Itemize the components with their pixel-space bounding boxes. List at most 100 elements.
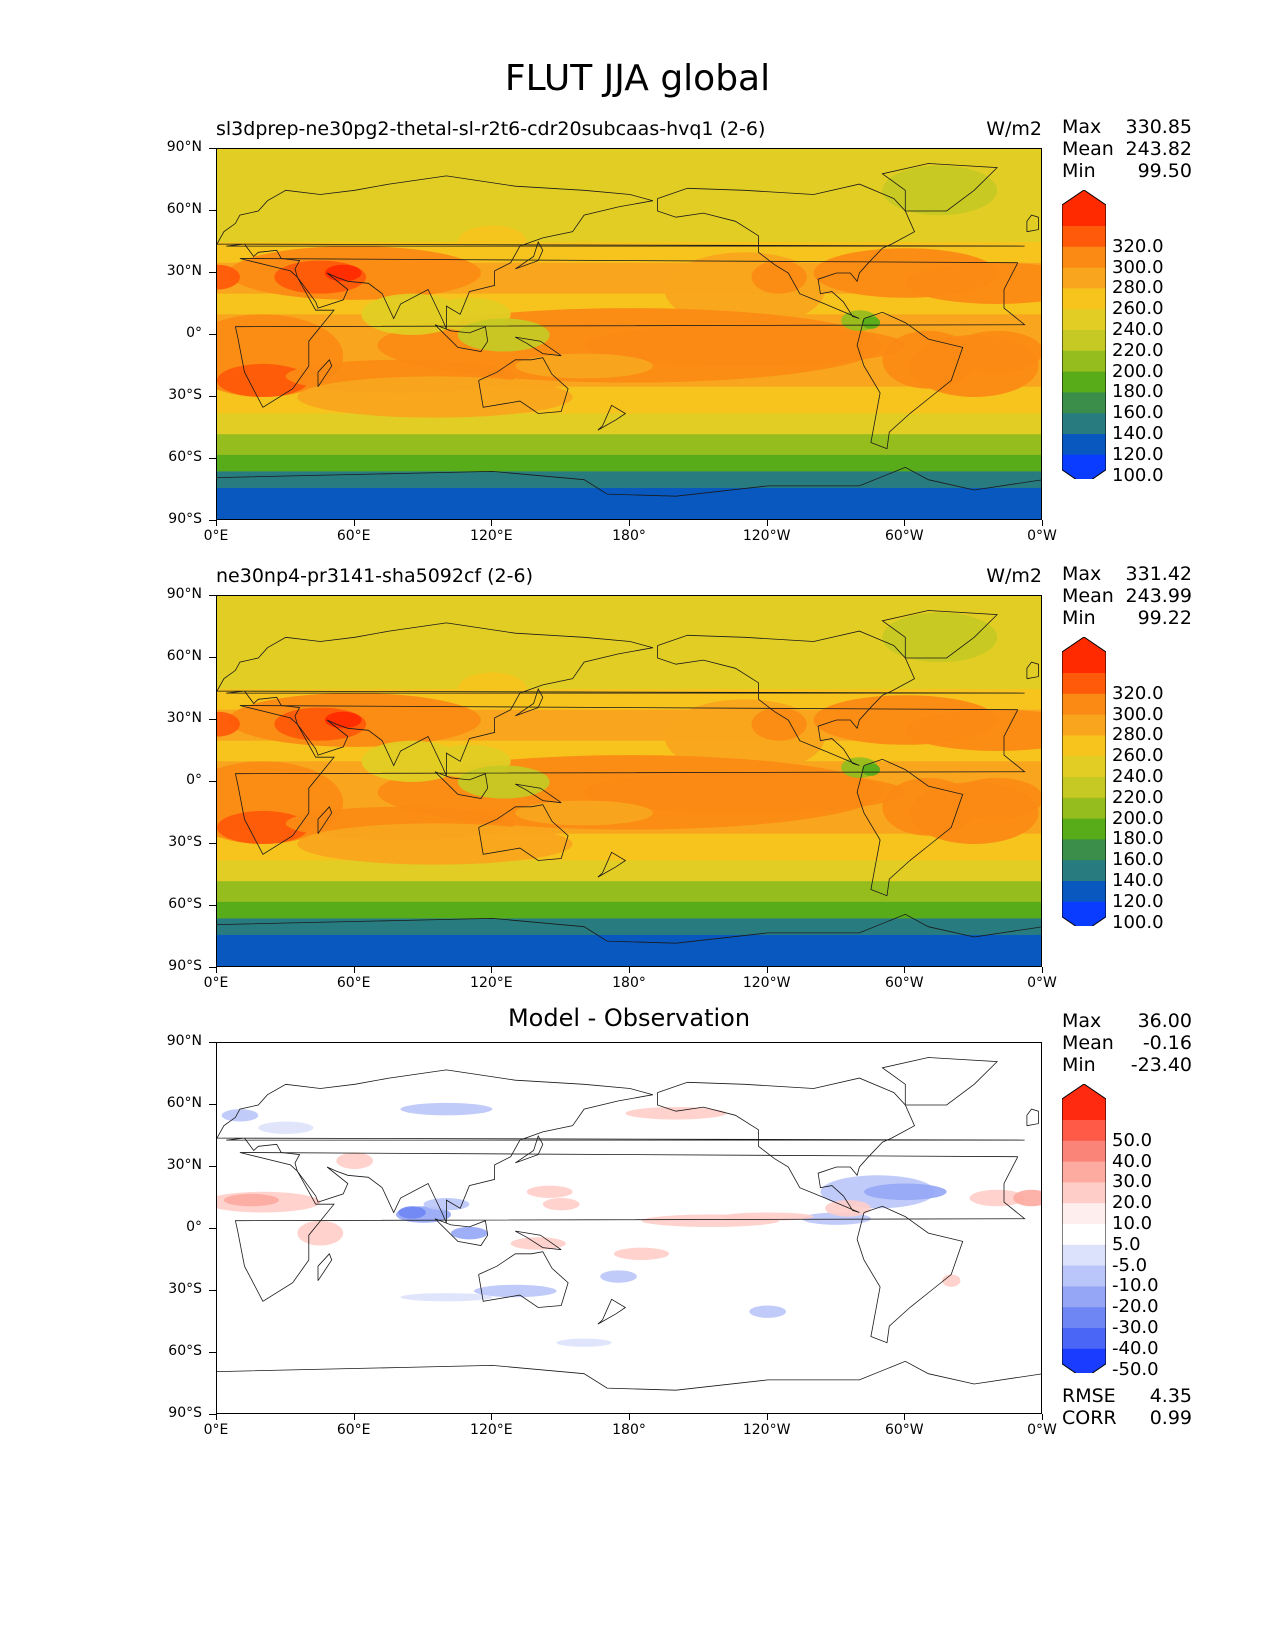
coastline-2 <box>478 1251 569 1308</box>
y-tick-mark <box>209 905 216 906</box>
diff-contour-11 <box>864 1183 947 1201</box>
diff-contour-26 <box>221 1109 259 1122</box>
coastline-8 <box>515 783 562 804</box>
colorbar-tick-label: 320.0 <box>1112 235 1164 257</box>
x-tick-label: 180° <box>612 1422 646 1438</box>
units-label: W/m2 <box>986 565 1042 587</box>
colorbar-tick-label: 30.0 <box>1112 1171 1153 1193</box>
x-tick-label: 0°W <box>1027 1422 1057 1438</box>
diff-contour-20 <box>613 1247 670 1260</box>
colorbar-tick-label: 280.0 <box>1112 277 1164 299</box>
x-tick-label: 120°E <box>470 528 513 544</box>
colorbar-under <box>1062 1348 1106 1379</box>
colorbar-segment <box>1062 1244 1106 1267</box>
colorbar-segment <box>1062 1265 1106 1287</box>
x-tick-label: 0°W <box>1027 975 1057 991</box>
x-tick-mark <box>904 1414 906 1420</box>
field-contour-24 <box>457 225 527 259</box>
colorbar-tick-label: -50.0 <box>1112 1358 1159 1380</box>
diff-contour-29 <box>942 1274 961 1287</box>
x-tick-mark <box>491 520 493 526</box>
coastline-9 <box>515 687 544 717</box>
stat-row-max: Max 330.85 <box>1062 116 1192 138</box>
colorbar-segment <box>1062 433 1106 456</box>
stat-row-mean: Mean 243.82 <box>1062 138 1192 160</box>
y-tick-label: 90°N <box>166 1033 202 1049</box>
field-svg <box>217 149 1041 519</box>
colorbar-tick-label: 50.0 <box>1112 1129 1153 1151</box>
coastline-3 <box>657 183 916 319</box>
colorbar-segment <box>1062 839 1106 861</box>
stat-label: Max <box>1062 563 1102 585</box>
x-tick-mark <box>491 967 493 973</box>
stat-row-corr: CORR 0.99 <box>1062 1407 1192 1429</box>
field-background <box>217 1043 1041 1413</box>
coastline-11 <box>317 806 333 834</box>
colorbar-tick-label: 200.0 <box>1112 807 1164 829</box>
coastline-3 <box>657 1077 916 1213</box>
field-contour-23 <box>882 165 998 216</box>
stat-row-min: Min -23.40 <box>1062 1054 1192 1076</box>
colorbar-svg <box>1061 189 1107 486</box>
colorbar-segment <box>1062 756 1106 778</box>
coastline-10 <box>597 404 627 431</box>
x-tick-mark <box>216 520 217 526</box>
x-tick-label: 180° <box>612 528 646 544</box>
y-tick-label: 90°N <box>166 586 202 602</box>
stat-label: Min <box>1062 160 1096 182</box>
field-contour-13 <box>882 777 975 836</box>
colorbar-tick-label: 20.0 <box>1112 1192 1153 1214</box>
y-tick-label: 30°N <box>166 1157 202 1173</box>
colorbar-tick-label: -20.0 <box>1112 1296 1159 1318</box>
coastline-1 <box>217 175 1025 329</box>
panel-title: sl3dprep-ne30pg2-thetal-sl-r2t6-cdr20sub… <box>216 118 766 140</box>
diff-contour-21 <box>600 1270 637 1283</box>
coastline-11 <box>317 359 333 387</box>
colorbar-tick-label: 160.0 <box>1112 402 1164 424</box>
y-tick-label: 60°N <box>166 648 202 664</box>
diff-contour-22 <box>400 1102 493 1116</box>
colorbar-tick-label: 320.0 <box>1112 682 1164 704</box>
field-contour-6 <box>751 260 807 294</box>
colorbar-tick-label: 260.0 <box>1112 745 1164 767</box>
colorbar-tick-label: 140.0 <box>1112 423 1164 444</box>
coastline-0 <box>234 1152 1026 1302</box>
colorbar-segment <box>1062 672 1106 695</box>
coastline-5 <box>881 610 999 659</box>
colorbar-segment <box>1062 329 1106 352</box>
map-panel-3: Model - Observation 90°N 60°N 30°N 0° 30°S 60°… <box>0 1004 1275 1472</box>
y-tick-label: 30°S <box>168 834 202 850</box>
colorbar-tick-label: -10.0 <box>1112 1275 1159 1297</box>
field-svg <box>217 596 1041 966</box>
coastline-0 <box>234 705 1026 855</box>
field-band-8 <box>217 434 1041 456</box>
colorbar-segment <box>1062 1286 1106 1308</box>
y-tick-mark <box>209 1290 216 1291</box>
field-band-11 <box>217 487 1041 519</box>
field-contour-20 <box>861 763 881 776</box>
x-tick-mark <box>353 967 355 973</box>
field-contour-13 <box>882 330 975 389</box>
coastline-9 <box>515 1134 544 1164</box>
x-tick-mark <box>491 1414 493 1420</box>
stat-value: 330.85 <box>1125 116 1192 138</box>
stat-label: RMSE <box>1062 1384 1116 1407</box>
x-tick-mark <box>629 1414 630 1420</box>
y-tick-mark <box>209 148 216 149</box>
stat-label: CORR <box>1062 1406 1117 1429</box>
colorbar-tick-label: 100.0 <box>1112 464 1164 486</box>
colorbar-tick-label: -5.0 <box>1112 1254 1148 1276</box>
x-tick-label: 60°W <box>884 528 924 544</box>
colorbar-tick-label: 5.0 <box>1112 1233 1141 1255</box>
colorbar-segment <box>1062 1182 1106 1204</box>
x-tick-mark <box>766 520 768 526</box>
field-contour-23 <box>882 612 998 663</box>
diff-contour-5 <box>451 1226 488 1240</box>
panel-title: Model - Observation <box>507 1004 751 1032</box>
field-contour-24 <box>457 672 527 706</box>
field-contour-14 <box>813 248 998 298</box>
field-contour-11 <box>217 363 309 397</box>
stat-row-min: Min 99.50 <box>1062 160 1192 182</box>
colorbar-segment <box>1062 413 1106 435</box>
x-tick-mark <box>904 967 906 973</box>
